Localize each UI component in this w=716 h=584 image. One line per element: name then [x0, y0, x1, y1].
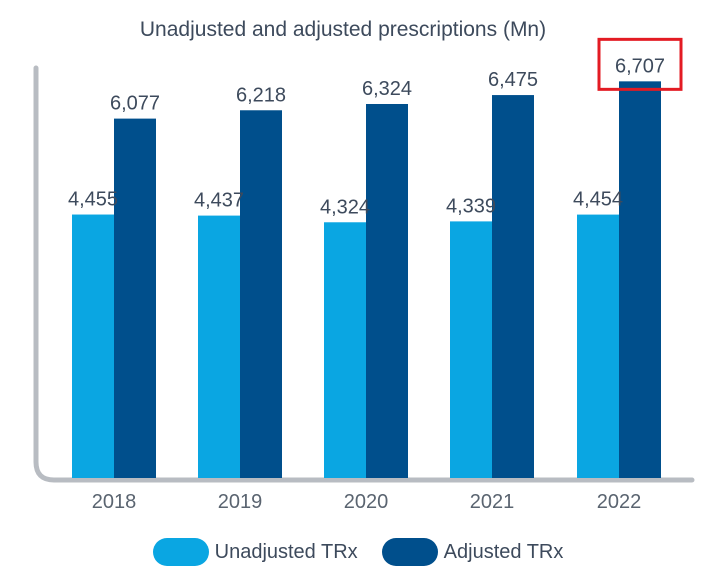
- legend-swatch-unadjusted: [152, 538, 209, 566]
- data-label-adjusted-2021: 6,475: [488, 69, 538, 91]
- highlight-box: [597, 37, 683, 91]
- bar-chart: 4,455 6,077 2018 4,437 6,218 2019 4,324 6,324 20…: [33, 37, 695, 513]
- data-label-unadjusted-2020: 4,324: [320, 196, 370, 218]
- legend-item-adjusted: Adjusted TRx: [381, 538, 564, 566]
- chart-axis-frame: [33, 65, 695, 483]
- data-label-unadjusted-2019: 4,437: [194, 190, 244, 212]
- legend-item-unadjusted: Unadjusted TRx: [152, 538, 358, 566]
- bar-unadjusted-2021: [450, 221, 492, 478]
- bar-adjusted-2020: [366, 103, 408, 478]
- x-tick-label-2021: 2021: [470, 491, 515, 513]
- legend-label-unadjusted: Unadjusted TRx: [214, 540, 358, 563]
- bar-unadjusted-2020: [324, 222, 366, 478]
- bar-adjusted-2019: [240, 110, 282, 478]
- data-label-adjusted-2022: 6,707: [615, 55, 665, 77]
- legend-swatch-adjusted: [381, 538, 438, 566]
- bar-adjusted-2022: [619, 81, 661, 478]
- data-label-adjusted-2019: 6,218: [236, 84, 286, 106]
- chart-title: Unadjusted and adjusted prescriptions (M…: [139, 18, 547, 41]
- data-label-unadjusted-2022: 4,454: [573, 189, 623, 211]
- x-tick-label-2019: 2019: [218, 491, 263, 513]
- bar-unadjusted-2022: [577, 214, 619, 478]
- data-label-adjusted-2018: 6,077: [110, 93, 160, 115]
- data-label-adjusted-2020: 6,324: [362, 78, 412, 100]
- legend-label-adjusted: Adjusted TRx: [443, 540, 564, 563]
- x-tick-label-2022: 2022: [597, 491, 642, 513]
- data-label-unadjusted-2018: 4,455: [68, 189, 118, 211]
- x-tick-label-2020: 2020: [344, 491, 389, 513]
- bar-adjusted-2021: [492, 95, 534, 479]
- bar-unadjusted-2018: [72, 214, 114, 478]
- bar-adjusted-2018: [114, 118, 156, 479]
- chart-legend: Unadjusted TRx Adjusted TRx: [0, 538, 716, 566]
- data-label-unadjusted-2021: 4,339: [446, 195, 496, 217]
- bar-unadjusted-2019: [198, 215, 240, 478]
- x-tick-label-2018: 2018: [92, 491, 137, 513]
